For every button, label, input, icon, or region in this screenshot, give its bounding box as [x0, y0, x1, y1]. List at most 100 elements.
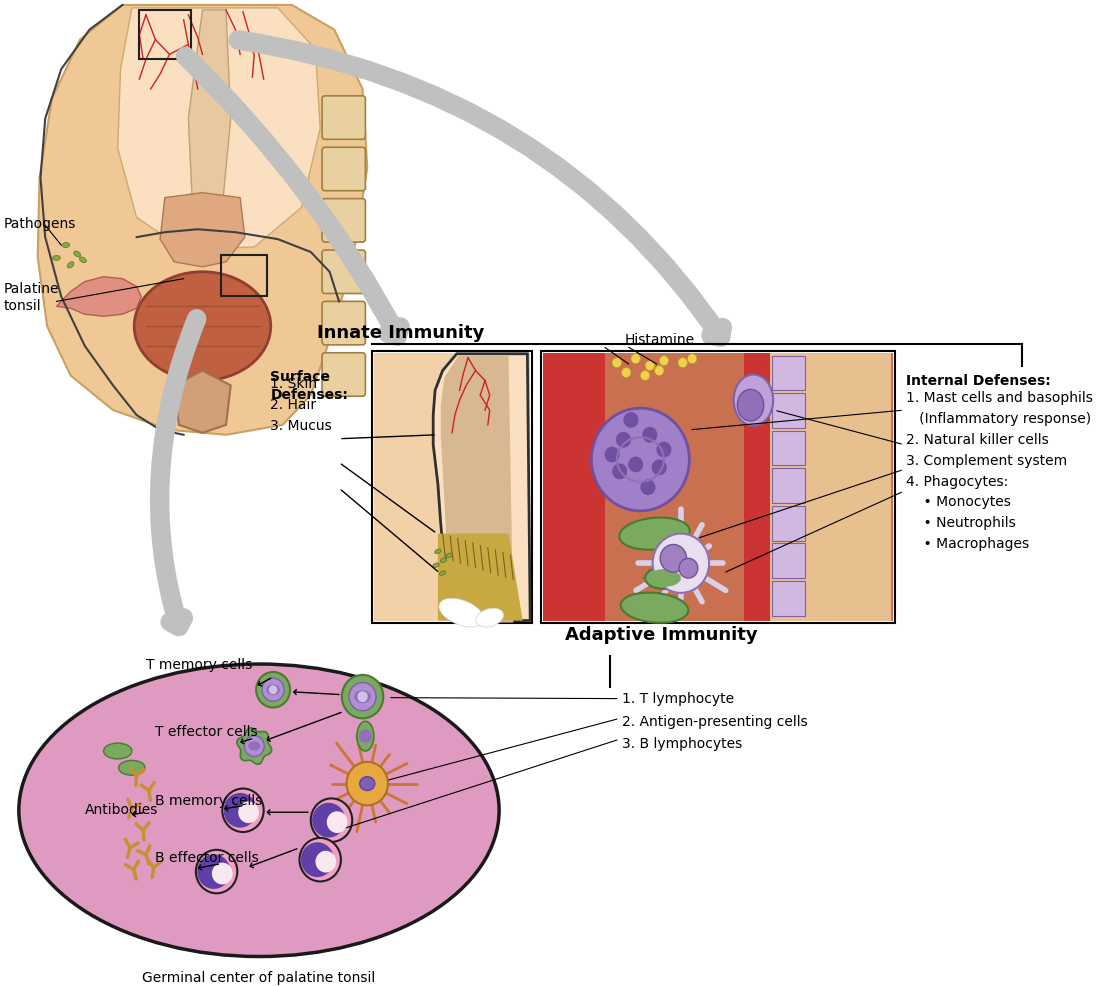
- Bar: [374, 353, 530, 620]
- Circle shape: [224, 793, 256, 827]
- Bar: [772, 581, 806, 615]
- Text: Germinal center of palatine tonsil: Germinal center of palatine tonsil: [142, 971, 376, 985]
- Circle shape: [645, 361, 655, 371]
- Circle shape: [678, 358, 687, 368]
- Circle shape: [652, 533, 709, 593]
- Circle shape: [659, 356, 669, 366]
- Circle shape: [196, 850, 237, 893]
- Bar: [772, 543, 806, 578]
- Polygon shape: [438, 533, 523, 620]
- Ellipse shape: [439, 599, 483, 627]
- Ellipse shape: [621, 593, 688, 623]
- Polygon shape: [56, 277, 141, 317]
- Circle shape: [223, 789, 264, 832]
- Circle shape: [623, 412, 639, 428]
- Ellipse shape: [53, 255, 60, 260]
- Circle shape: [256, 671, 290, 708]
- Text: Histamine: Histamine: [624, 333, 694, 347]
- Circle shape: [197, 854, 231, 889]
- Text: 1. Skin
2. Hair
3. Mucus: 1. Skin 2. Hair 3. Mucus: [271, 377, 332, 433]
- Polygon shape: [38, 5, 367, 435]
- Circle shape: [316, 851, 336, 873]
- Circle shape: [660, 544, 687, 572]
- Bar: [772, 468, 806, 503]
- Text: B effector cells: B effector cells: [156, 851, 260, 865]
- FancyBboxPatch shape: [322, 250, 366, 294]
- Polygon shape: [117, 8, 320, 249]
- Circle shape: [655, 366, 664, 376]
- Ellipse shape: [19, 664, 499, 956]
- Circle shape: [359, 730, 372, 743]
- Ellipse shape: [104, 743, 132, 759]
- Circle shape: [657, 442, 671, 458]
- Ellipse shape: [440, 571, 445, 575]
- Circle shape: [244, 736, 264, 756]
- Circle shape: [357, 691, 368, 702]
- Circle shape: [612, 463, 627, 479]
- Bar: [542, 351, 895, 622]
- Circle shape: [604, 447, 620, 462]
- Polygon shape: [160, 192, 245, 267]
- Text: T effector cells: T effector cells: [156, 725, 258, 740]
- Circle shape: [300, 838, 341, 881]
- Circle shape: [349, 682, 376, 711]
- Ellipse shape: [435, 549, 441, 553]
- Bar: [544, 353, 893, 620]
- Circle shape: [640, 371, 650, 381]
- Polygon shape: [433, 354, 530, 620]
- Ellipse shape: [67, 262, 74, 267]
- Ellipse shape: [248, 741, 261, 750]
- Ellipse shape: [134, 272, 271, 381]
- Polygon shape: [441, 356, 514, 622]
- FancyBboxPatch shape: [322, 198, 366, 243]
- Circle shape: [592, 408, 689, 511]
- Bar: [222, 255, 266, 297]
- Text: Surface
Defenses:: Surface Defenses:: [271, 370, 348, 402]
- Circle shape: [311, 799, 352, 842]
- Ellipse shape: [619, 518, 689, 549]
- Circle shape: [631, 354, 640, 364]
- Bar: [544, 353, 604, 620]
- Text: Pathogens: Pathogens: [3, 217, 76, 232]
- Ellipse shape: [476, 608, 504, 627]
- Ellipse shape: [119, 760, 145, 775]
- Circle shape: [312, 803, 346, 837]
- Circle shape: [612, 358, 621, 368]
- Circle shape: [269, 685, 278, 694]
- Text: 1. T lymphocyte
2. Antigen-presenting cells
3. B lymphocytes: 1. T lymphocyte 2. Antigen-presenting ce…: [621, 692, 807, 751]
- Circle shape: [301, 842, 333, 878]
- Circle shape: [211, 863, 233, 884]
- Text: Palatine
tonsil: Palatine tonsil: [3, 282, 59, 313]
- Bar: [772, 506, 806, 540]
- Circle shape: [262, 678, 284, 701]
- Bar: [772, 431, 806, 465]
- Circle shape: [621, 368, 631, 378]
- Circle shape: [628, 457, 643, 472]
- Circle shape: [238, 802, 258, 823]
- Text: Innate Immunity: Innate Immunity: [317, 324, 483, 342]
- Circle shape: [347, 762, 388, 806]
- Circle shape: [679, 558, 698, 578]
- FancyBboxPatch shape: [322, 147, 366, 190]
- Polygon shape: [188, 10, 231, 238]
- Ellipse shape: [74, 251, 81, 256]
- Circle shape: [640, 479, 656, 495]
- Ellipse shape: [355, 690, 370, 703]
- Text: Internal Defenses:: Internal Defenses:: [906, 374, 1051, 387]
- FancyBboxPatch shape: [322, 302, 366, 345]
- Ellipse shape: [359, 777, 375, 791]
- Text: T memory cells: T memory cells: [145, 658, 252, 672]
- Ellipse shape: [737, 389, 764, 421]
- FancyBboxPatch shape: [322, 96, 366, 139]
- Circle shape: [651, 459, 667, 475]
- Ellipse shape: [266, 684, 280, 695]
- Bar: [140, 10, 191, 59]
- Ellipse shape: [441, 558, 446, 562]
- Bar: [744, 353, 770, 620]
- FancyBboxPatch shape: [322, 353, 366, 396]
- Text: B memory cells: B memory cells: [156, 795, 263, 809]
- Bar: [770, 353, 891, 620]
- Text: Adaptive Immunity: Adaptive Immunity: [565, 626, 758, 644]
- Text: 1. Mast cells and basophils
   (Inflammatory response)
2. Natural killer cells
3: 1. Mast cells and basophils (Inflammator…: [906, 391, 1093, 551]
- Ellipse shape: [79, 257, 86, 262]
